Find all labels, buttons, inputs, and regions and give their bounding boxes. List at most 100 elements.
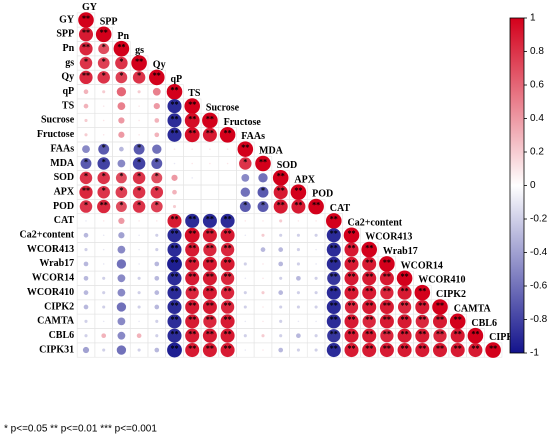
correlation-circle xyxy=(152,144,162,154)
correlation-circle xyxy=(379,256,395,272)
correlation-circle xyxy=(191,177,193,179)
significance-stars: ** xyxy=(401,315,409,324)
row-label: Fructose xyxy=(37,129,75,140)
diagonal-label: Qy xyxy=(153,59,166,70)
correlation-circle xyxy=(78,27,94,42)
correlation-circle xyxy=(138,248,140,251)
correlation-circle xyxy=(239,157,252,170)
correlation-circle xyxy=(118,117,125,124)
significance-stars: ** xyxy=(206,301,214,310)
colorbar-tick-label: -0.2 xyxy=(530,214,548,225)
significance-stars: ** xyxy=(188,129,196,138)
correlation-circle xyxy=(296,348,300,352)
significance-stars: ** xyxy=(206,229,214,238)
significance-stars: ** xyxy=(348,286,356,295)
significance-stars: * xyxy=(102,143,106,152)
correlation-circle xyxy=(154,118,160,123)
correlation-circle xyxy=(239,201,251,213)
correlation-circle xyxy=(98,143,110,155)
correlation-circle xyxy=(102,90,106,94)
correlation-circle xyxy=(83,103,89,109)
correlation-circle xyxy=(137,305,141,309)
correlation-circle xyxy=(257,201,269,213)
cell xyxy=(218,199,237,215)
correlation-circle xyxy=(156,220,158,222)
correlation-circle xyxy=(202,299,217,315)
correlation-circle xyxy=(115,201,127,213)
significance-stars: ** xyxy=(188,286,196,295)
correlation-circle xyxy=(172,189,177,195)
correlation-circle xyxy=(115,186,128,199)
significance-stars: ** xyxy=(188,114,196,123)
correlation-circle xyxy=(273,185,288,200)
correlation-circle xyxy=(202,328,217,343)
correlation-circle xyxy=(152,87,161,96)
correlation-circle xyxy=(83,275,89,281)
correlation-circle xyxy=(344,300,359,314)
correlation-circle xyxy=(185,343,200,358)
correlation-circle xyxy=(167,256,182,272)
correlation-circle xyxy=(151,158,163,169)
significance-stars: ** xyxy=(383,272,391,281)
correlation-circle xyxy=(226,162,229,165)
significance-stars: ** xyxy=(365,315,373,324)
significance-stars: ** xyxy=(294,200,302,209)
row-label: APX xyxy=(54,186,75,197)
correlation-circle xyxy=(97,199,111,214)
significance-stars: ** xyxy=(171,114,179,123)
significance-stars: ** xyxy=(330,330,338,339)
correlation-circle xyxy=(362,343,377,358)
correlation-circle xyxy=(102,305,106,309)
correlation-circle xyxy=(220,256,235,271)
correlation-circle xyxy=(97,57,110,69)
correlation-circle xyxy=(362,299,377,315)
row-label: WCOR410 xyxy=(27,287,74,298)
correlation-circle xyxy=(185,328,200,343)
correlation-circle xyxy=(220,343,235,358)
correlation-circle xyxy=(101,333,107,339)
significance-stars: ** xyxy=(188,330,196,339)
correlation-circle xyxy=(244,220,247,222)
diagonal-label: CAT xyxy=(330,203,351,214)
correlation-circle xyxy=(138,119,140,122)
correlation-circle xyxy=(167,242,182,257)
significance-stars: ** xyxy=(312,200,320,209)
correlation-circle xyxy=(116,87,127,97)
correlation-circle xyxy=(258,173,268,183)
correlation-circle xyxy=(315,248,317,251)
significance-stars: ** xyxy=(365,344,373,353)
colorbar-tick-label: 0.2 xyxy=(530,147,544,158)
correlation-circle xyxy=(315,220,317,222)
significance-stars: ** xyxy=(206,315,214,324)
significance-stars: ** xyxy=(171,315,179,324)
correlation-circle xyxy=(243,291,247,295)
correlation-circle xyxy=(261,334,265,338)
significance-stars: ** xyxy=(348,315,356,324)
correlation-circle xyxy=(308,198,324,215)
significance-stars: ** xyxy=(436,330,444,339)
correlation-circle xyxy=(155,319,159,323)
correlation-circle xyxy=(154,261,160,267)
correlation-circle xyxy=(314,348,318,352)
diagonal-label: CBL6 xyxy=(471,318,497,329)
significance-stars: * xyxy=(155,157,159,166)
correlation-circle xyxy=(102,263,105,265)
significance-stars: ** xyxy=(330,344,338,353)
correlation-circle xyxy=(173,148,176,150)
diagonal-label: CAMTA xyxy=(454,303,492,314)
correlation-circle xyxy=(344,271,359,286)
significance-stars: ** xyxy=(224,272,232,281)
correlation-circle xyxy=(155,248,159,252)
cell xyxy=(218,184,237,200)
correlation-circle xyxy=(116,345,127,355)
significance-stars: ** xyxy=(188,229,196,238)
colorbar-tick-label: 0.8 xyxy=(530,46,544,57)
row-label: FAAs xyxy=(50,143,74,154)
correlation-circle xyxy=(203,314,217,328)
significance-stars: * xyxy=(137,200,141,209)
significance-stars: * xyxy=(137,143,141,152)
correlation-circle xyxy=(97,71,110,84)
correlation-circle xyxy=(262,349,264,351)
correlation-circle xyxy=(397,285,412,300)
colorbar-tick-label: 0.6 xyxy=(530,80,544,91)
